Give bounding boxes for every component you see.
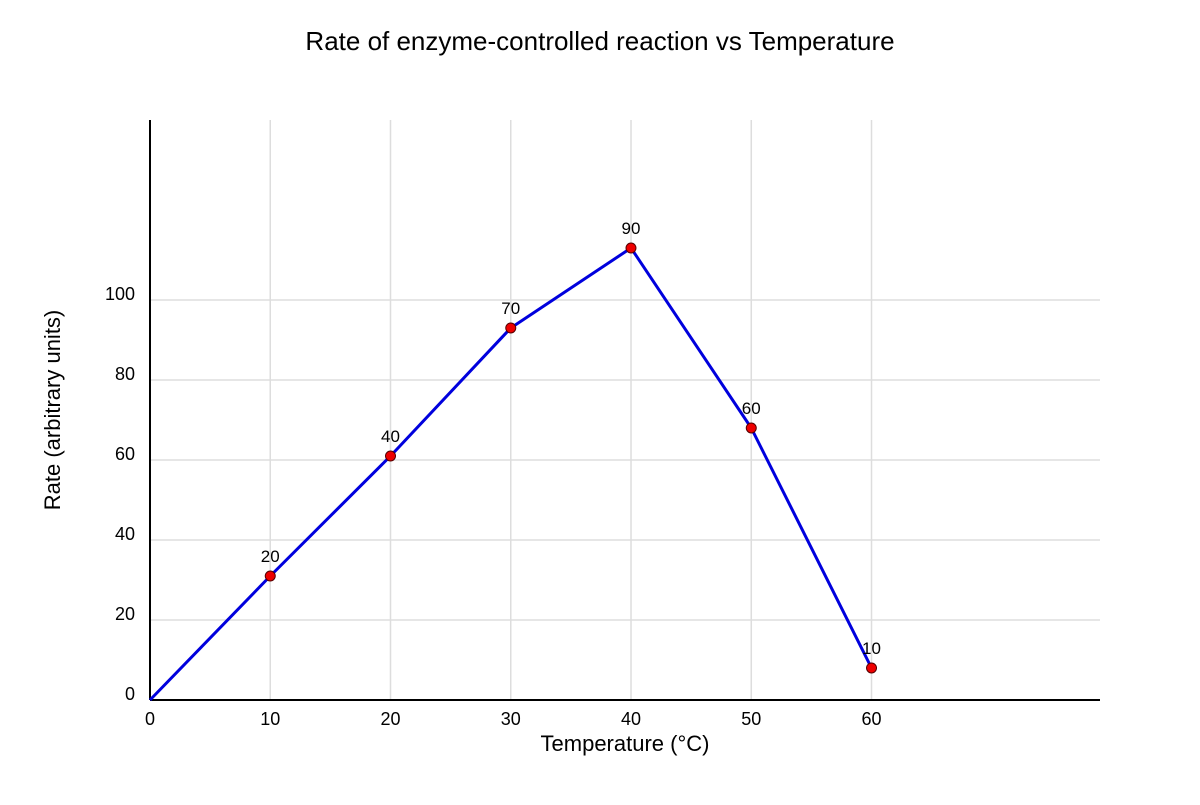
x-tick-label: 0	[145, 709, 155, 729]
y-tick-label: 60	[115, 444, 135, 464]
data-point	[625, 242, 637, 254]
data-labels: 20 40 70 90 60 10	[261, 219, 881, 658]
y-tick-label: 20	[115, 604, 135, 624]
data-point	[505, 322, 517, 334]
data-label: 70	[501, 299, 520, 318]
x-tick-label: 50	[741, 709, 761, 729]
data-point	[385, 450, 397, 462]
x-tick-label: 20	[380, 709, 400, 729]
data-point	[264, 570, 276, 582]
axes	[149, 120, 1100, 701]
data-label: 20	[261, 547, 280, 566]
data-label: 10	[862, 639, 881, 658]
y-tick-labels: 0 20 40 60 80 100	[105, 284, 135, 704]
x-tick-label: 60	[862, 709, 882, 729]
data-label: 60	[742, 399, 761, 418]
data-point	[745, 422, 757, 434]
data-point	[866, 662, 878, 674]
y-tick-label: 80	[115, 364, 135, 384]
x-tick-label: 30	[501, 709, 521, 729]
x-axis-label: Temperature (°C)	[541, 731, 710, 756]
x-tick-label: 40	[621, 709, 641, 729]
data-points	[264, 242, 878, 674]
y-axis-label: Rate (arbitrary units)	[40, 310, 65, 511]
y-tick-label: 40	[115, 524, 135, 544]
chart-title: Rate of enzyme-controlled reaction vs Te…	[305, 26, 894, 56]
y-tick-label: 100	[105, 284, 135, 304]
grid-lines	[150, 120, 1100, 700]
data-label: 90	[622, 219, 641, 238]
x-tick-labels: 0 10 20 30 40 50 60	[145, 709, 882, 729]
y-tick-label: 0	[125, 684, 135, 704]
x-tick-label: 10	[260, 709, 280, 729]
data-label: 40	[381, 427, 400, 446]
